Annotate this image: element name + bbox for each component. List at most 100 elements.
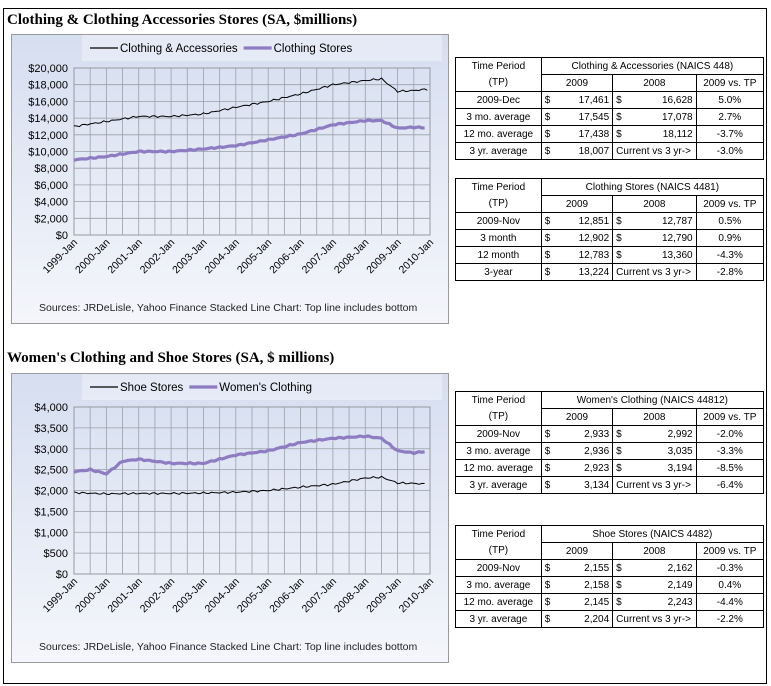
table-title: Clothing & Accessories (NAICS 448) [540, 57, 765, 75]
row-label: 12 mo. average [455, 593, 542, 611]
section-title-womens-shoes: Women's Clothing and Shoe Stores (SA, $ … [7, 350, 335, 366]
table-header-row: Time Period Clothing & Accessories (NAICS… [455, 57, 765, 75]
chart-clothing-svg: $0 $2,000 $4,000 $6,000 $8,000 $10,000 $12,000… [28, 35, 442, 314]
value-2009: 18,007 [557, 142, 614, 160]
pct-change: 0.9% [695, 229, 765, 247]
row-label: 12 month [455, 246, 542, 264]
table-row: 3 mo. average $2,158 $2,149 0.4% [455, 576, 765, 594]
row-label: 3 mo. average [455, 576, 542, 594]
value-2009: 2,923 [557, 459, 614, 477]
value-2009: 2,155 [557, 559, 614, 577]
pct-change: -4.4% [695, 593, 765, 611]
series-line-1 [73, 434, 425, 476]
y-tick-label: $1,000 [34, 527, 68, 539]
row-label: 2009-Nov [455, 212, 542, 230]
col-pct: 2009 vs. TP [695, 74, 765, 92]
col-2009: 2009 [540, 408, 614, 426]
x-tick-label: 2010-Jan [397, 576, 437, 616]
table-subheader-row: (TP) 2009 2008 2009 vs. TP [455, 195, 765, 213]
table-title: Shoe Stores (NAICS 4482) [540, 525, 765, 543]
value-2008: 3,194 [631, 459, 697, 477]
row-label: 3 month [455, 229, 542, 247]
comparison-label: Current vs 3 yr-> [612, 142, 697, 160]
table-row: 3 mo. average $2,936 $3,035 -3.3% [455, 442, 765, 460]
table-row: 12 mo. average $17,438 $18,112 -3.7% [455, 125, 765, 143]
dollar-sign: $ [612, 559, 632, 577]
col-2009: 2009 [540, 74, 614, 92]
pct-change: -3.3% [695, 442, 765, 460]
value-2008: 12,787 [631, 212, 697, 230]
table-title: Clothing Stores (NAICS 4481) [540, 178, 765, 196]
y-tick-label: $4,000 [34, 197, 68, 209]
legend-label: Clothing Stores [274, 43, 353, 55]
pct-change: -0.3% [695, 559, 765, 577]
x-tick-label: 2010-Jan [397, 237, 437, 277]
series-line-1 [73, 118, 425, 162]
table-row: 12 mo. average $2,923 $3,194 -8.5% [455, 459, 765, 477]
y-tick-label: $2,000 [34, 213, 68, 225]
row-label: 12 mo. average [455, 125, 542, 143]
legend-label: Shoe Stores [120, 382, 184, 394]
pct-change: 0.4% [695, 576, 765, 594]
sources-caption: Sources: JRDeLisle, Yahoo Finance Stacke… [39, 641, 417, 653]
y-tick-label: $12,000 [28, 130, 68, 142]
dollar-sign: $ [612, 229, 632, 247]
time-period-abbrev: (TP) [455, 408, 542, 426]
y-tick-label: $3,000 [34, 444, 68, 456]
value-2008: 17,078 [631, 108, 697, 126]
dollar-sign: $ [540, 425, 558, 443]
y-tick-label: $4,000 [34, 402, 68, 414]
table-womens-clothing: Time Period Women's Clothing (NAICS 44812… [455, 391, 765, 494]
value-2008: 16,628 [631, 91, 697, 109]
table-header-row: Time Period Shoe Stores (NAICS 4482) [455, 525, 765, 543]
dollar-sign: $ [540, 459, 558, 477]
dollar-sign: $ [612, 125, 632, 143]
table-shoe-stores: Time Period Shoe Stores (NAICS 4482) (TP) 2… [455, 525, 765, 628]
series-line-0 [73, 475, 425, 495]
pct-change: -2.2% [695, 610, 765, 628]
dollar-sign: $ [612, 425, 632, 443]
value-2008: 2,992 [631, 425, 697, 443]
table-row: 3 month $12,902 $12,790 0.9% [455, 229, 765, 247]
pct-change: -4.3% [695, 246, 765, 264]
value-2008: 3,035 [631, 442, 697, 460]
legend-label: Clothing & Accessories [120, 43, 238, 55]
chart-womens-shoes: $0 $500 $1,000 $1,500 $2,000 $2,500 $3,000 $3,5… [11, 373, 449, 663]
row-label: 2009-Nov [455, 425, 542, 443]
table-row: 2009-Dec $17,461 $16,628 5.0% [455, 91, 765, 109]
col-2008: 2008 [612, 408, 697, 426]
dollar-sign: $ [540, 442, 558, 460]
chart-clothing: $0 $2,000 $4,000 $6,000 $8,000 $10,000 $12,000… [11, 34, 449, 324]
dollar-sign: $ [612, 212, 632, 230]
value-2008: 12,790 [631, 229, 697, 247]
time-period-label: Time Period [455, 178, 542, 196]
value-2009: 17,545 [557, 108, 614, 126]
dollar-sign: $ [540, 125, 558, 143]
col-pct: 2009 vs. TP [695, 542, 765, 560]
value-2009: 13,224 [557, 263, 614, 281]
y-tick-label: $20,000 [28, 63, 68, 75]
value-2008: 13,360 [631, 246, 697, 264]
row-label: 3 mo. average [455, 108, 542, 126]
sources-caption: Sources: JRDeLisle, Yahoo Finance Stacke… [39, 302, 417, 314]
y-tick-label: $14,000 [28, 113, 68, 125]
legend: Clothing & Accessories Clothing Stores [82, 35, 442, 61]
pct-change: -2.8% [695, 263, 765, 281]
y-tick-label: $2,500 [34, 465, 68, 477]
col-pct: 2009 vs. TP [695, 195, 765, 213]
dollar-sign: $ [540, 142, 558, 160]
y-tick-label: $500 [44, 548, 68, 560]
row-label: 12 mo. average [455, 459, 542, 477]
dollar-sign: $ [612, 576, 632, 594]
y-tick-label: $8,000 [34, 163, 68, 175]
table-subheader-row: (TP) 2009 2008 2009 vs. TP [455, 74, 765, 92]
pct-change: -8.5% [695, 459, 765, 477]
time-period-abbrev: (TP) [455, 195, 542, 213]
dollar-sign: $ [540, 246, 558, 264]
table-row: 12 month $12,783 $13,360 -4.3% [455, 246, 765, 264]
y-tick-label: $2,000 [34, 486, 68, 498]
table-subheader-row: (TP) 2009 2008 2009 vs. TP [455, 542, 765, 560]
col-2008: 2008 [612, 542, 697, 560]
table-row: 2009-Nov $2,933 $2,992 -2.0% [455, 425, 765, 443]
pct-change: 5.0% [695, 91, 765, 109]
